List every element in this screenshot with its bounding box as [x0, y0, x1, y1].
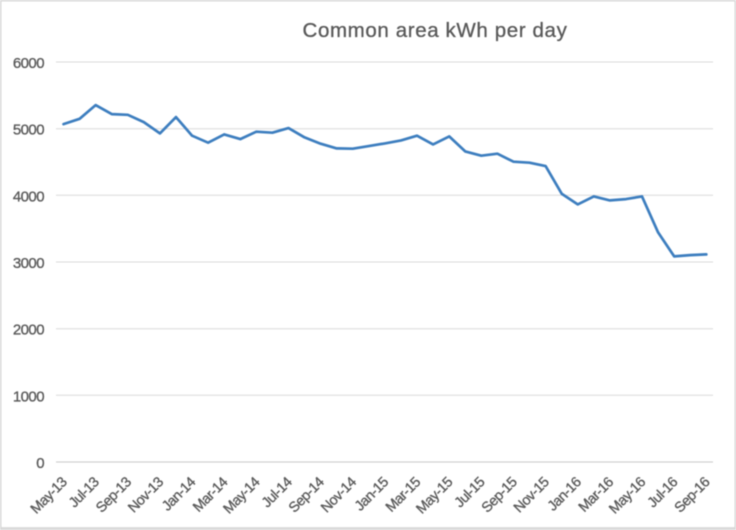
svg-text:0: 0 — [36, 455, 44, 472]
svg-text:1000: 1000 — [13, 388, 44, 405]
svg-text:3000: 3000 — [13, 255, 44, 272]
svg-text:5000: 5000 — [13, 122, 44, 139]
svg-text:Common area kWh per day: Common area kWh per day — [303, 19, 568, 42]
svg-text:2000: 2000 — [13, 322, 44, 339]
svg-text:4000: 4000 — [13, 188, 44, 205]
svg-text:6000: 6000 — [13, 55, 44, 72]
